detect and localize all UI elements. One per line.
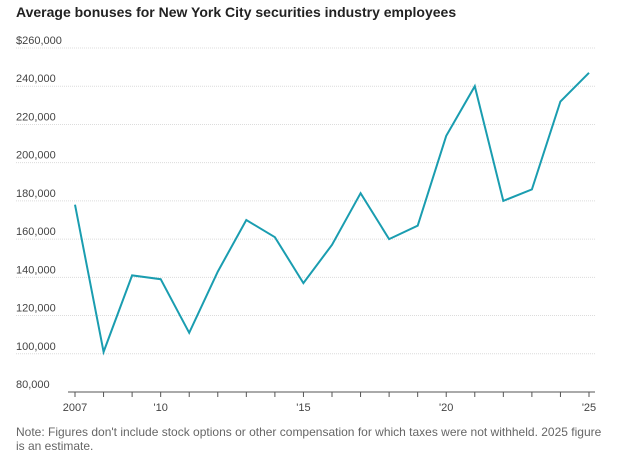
data-point	[501, 199, 505, 203]
data-point	[530, 187, 534, 191]
y-tick-label: 120,000	[16, 303, 56, 315]
data-point	[416, 224, 420, 228]
y-tick-label: 100,000	[16, 341, 56, 353]
y-tick-label: 220,000	[16, 111, 56, 123]
data-point	[558, 100, 562, 104]
x-axis: 2007 '10 '15 '20 '25	[63, 392, 596, 414]
data-point	[216, 270, 220, 274]
y-tick-label: $260,000	[16, 35, 62, 47]
series-line	[74, 72, 590, 356]
data-point	[359, 191, 363, 195]
y-tick-label: 80,000	[16, 379, 50, 391]
x-tick-label: '10	[153, 402, 167, 414]
data-point	[187, 331, 191, 335]
data-point	[73, 203, 77, 207]
data-point	[244, 218, 248, 222]
chart-title: Average bonuses for New York City securi…	[16, 4, 457, 20]
chart-note: Note: Figures don't include stock option…	[16, 425, 602, 453]
data-point	[273, 235, 277, 239]
gridlines	[16, 47, 595, 393]
data-point	[102, 350, 106, 354]
data-point	[159, 277, 163, 281]
y-tick-label: 180,000	[16, 188, 56, 200]
data-point	[301, 281, 305, 285]
y-tick-label: 240,000	[16, 73, 56, 85]
data-point	[387, 237, 391, 241]
x-tick-label: '15	[296, 402, 310, 414]
x-tick-label: '25	[582, 402, 596, 414]
data-point	[444, 134, 448, 138]
data-point	[473, 84, 477, 88]
y-tick-label: 200,000	[16, 150, 56, 162]
line-chart: $260,000 240,000 220,000 200,000 180,000 160,…	[16, 35, 596, 414]
data-point	[330, 243, 334, 247]
y-tick-label: 160,000	[16, 226, 56, 238]
x-tick-label: '20	[439, 402, 453, 414]
y-axis-tick-labels: $260,000 240,000 220,000 200,000 180,000 160,…	[16, 35, 62, 391]
data-point	[587, 71, 591, 75]
data-point	[130, 273, 134, 277]
x-tick-label: 2007	[63, 402, 87, 414]
series-layer	[73, 71, 591, 356]
y-tick-label: 140,000	[16, 264, 56, 276]
